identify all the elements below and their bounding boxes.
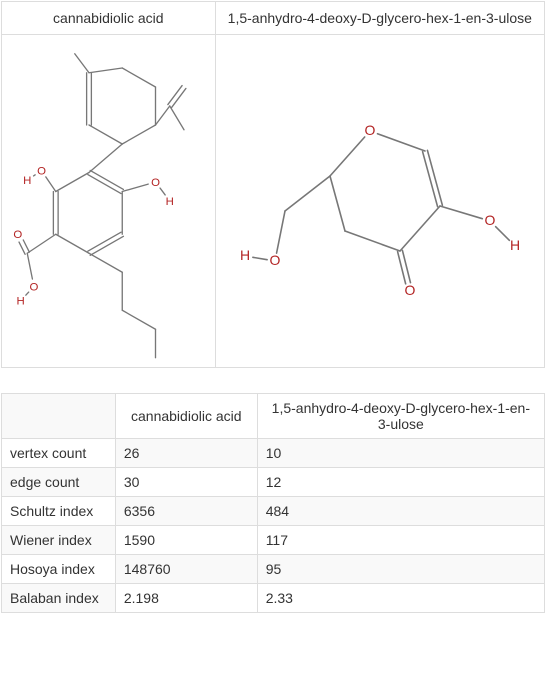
svg-text:H: H <box>23 175 31 187</box>
cannabidiolic-acid-structure: OHOHOOH <box>13 41 203 361</box>
table-row: Wiener index1590117 <box>2 526 545 555</box>
header-col-2: 1,5-anhydro-4-deoxy-D-glycero-hex-1-en-3… <box>215 2 544 35</box>
row-label: edge count <box>2 468 116 497</box>
structure-cell-1: OHOHOOH <box>2 35 216 368</box>
row-value: 6356 <box>115 497 257 526</box>
row-value: 2.33 <box>257 584 544 613</box>
anhydro-ulose-structure: OOOHOH <box>230 91 530 311</box>
table-row: edge count3012 <box>2 468 545 497</box>
svg-text:O: O <box>151 177 160 189</box>
table-gap <box>0 369 546 393</box>
svg-text:O: O <box>37 165 46 177</box>
header-table: cannabidiolic acid 1,5-anhydro-4-deoxy-D… <box>1 1 545 368</box>
row-value: 26 <box>115 439 257 468</box>
svg-text:O: O <box>14 229 23 241</box>
row-label: Wiener index <box>2 526 116 555</box>
table-row: Hosoya index14876095 <box>2 555 545 584</box>
data-header-1: cannabidiolic acid <box>115 394 257 439</box>
svg-text:H: H <box>17 296 25 308</box>
svg-text:O: O <box>364 122 375 138</box>
table-row: vertex count2610 <box>2 439 545 468</box>
row-value: 95 <box>257 555 544 584</box>
row-value: 117 <box>257 526 544 555</box>
data-table: cannabidiolic acid 1,5-anhydro-4-deoxy-D… <box>1 393 545 613</box>
svg-text:H: H <box>240 247 250 263</box>
data-header-blank <box>2 394 116 439</box>
svg-text:H: H <box>166 196 174 208</box>
table-row: Schultz index6356484 <box>2 497 545 526</box>
row-value: 484 <box>257 497 544 526</box>
row-value: 12 <box>257 468 544 497</box>
svg-text:O: O <box>484 212 495 228</box>
row-label: Schultz index <box>2 497 116 526</box>
row-value: 30 <box>115 468 257 497</box>
row-value: 1590 <box>115 526 257 555</box>
row-label: Balaban index <box>2 584 116 613</box>
svg-text:O: O <box>30 281 39 293</box>
row-value: 10 <box>257 439 544 468</box>
row-value: 2.198 <box>115 584 257 613</box>
svg-text:H: H <box>510 237 520 253</box>
svg-text:O: O <box>404 282 415 298</box>
table-row: Balaban index2.1982.33 <box>2 584 545 613</box>
header-col-1: cannabidiolic acid <box>2 2 216 35</box>
svg-text:O: O <box>269 252 280 268</box>
structure-cell-2: OOOHOH <box>215 35 544 368</box>
row-label: vertex count <box>2 439 116 468</box>
row-label: Hosoya index <box>2 555 116 584</box>
data-header-2: 1,5-anhydro-4-deoxy-D-glycero-hex-1-en-3… <box>257 394 544 439</box>
row-value: 148760 <box>115 555 257 584</box>
